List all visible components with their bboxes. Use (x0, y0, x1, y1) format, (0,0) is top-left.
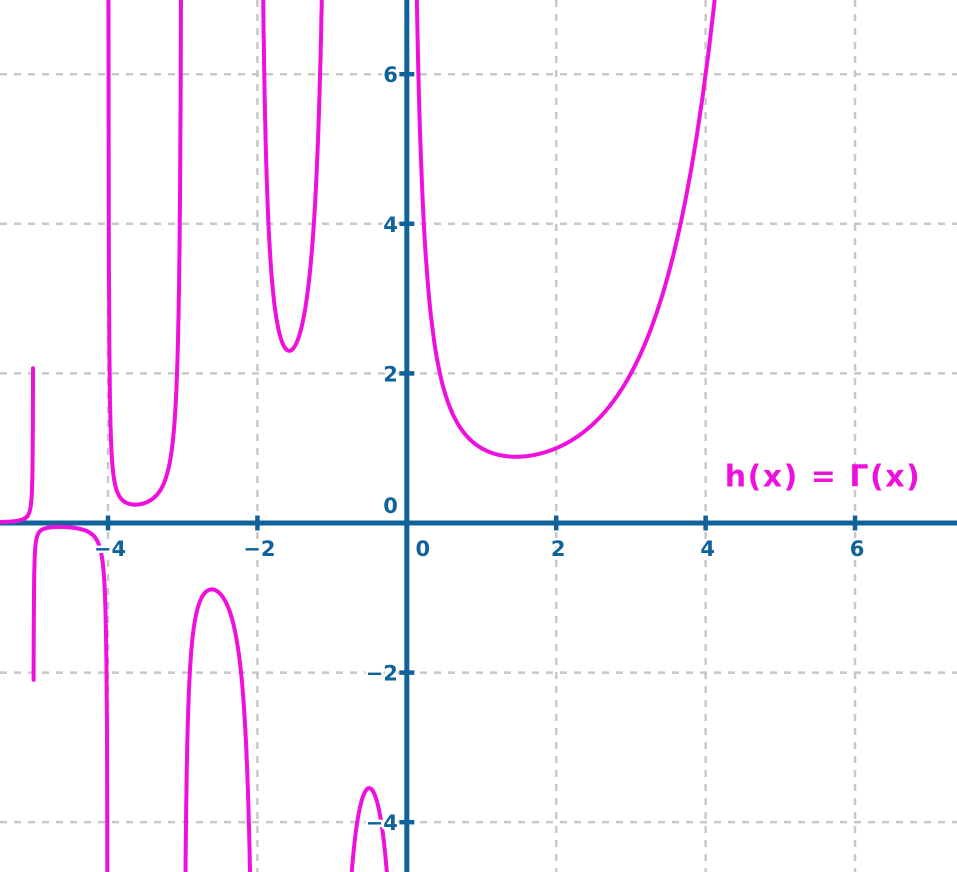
x-tick-label: 2 (551, 537, 566, 561)
y-tick-label: 4 (383, 213, 398, 237)
x-tick-label: −2 (243, 537, 275, 561)
y-tick-label: 0 (383, 494, 398, 518)
y-tick-label: −2 (366, 662, 398, 686)
x-tick-label: −4 (94, 537, 126, 561)
y-tick-label: 6 (383, 63, 398, 87)
y-tick-label: −4 (366, 811, 398, 835)
x-tick-label: 0 (416, 537, 431, 561)
y-tick-label: 2 (383, 362, 398, 386)
x-tick-label: 6 (850, 537, 865, 561)
function-label: h(x) = Γ(x) (724, 459, 922, 495)
tick-labels-layer: −4 −2 0 2 4 6 6 4 2 0 −2 −4 (91, 61, 866, 838)
x-tick-label: 4 (700, 537, 715, 561)
